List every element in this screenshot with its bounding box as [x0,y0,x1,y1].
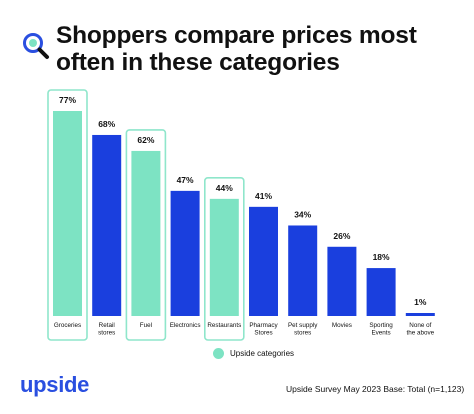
category-label: None of the above [406,322,434,337]
category-label: Retail stores [98,322,115,337]
bar [92,134,122,316]
category-label: Pharmacy Stores [249,322,278,337]
bar [131,150,161,316]
upside-logo: upside [20,372,90,397]
category-label: Groceries [54,322,81,329]
highlight-outline [47,89,88,341]
data-label: 1% [414,297,427,307]
category-label: Sporting Events [369,322,393,337]
highlight-outline [204,177,245,341]
legend-label: Upside categories [230,349,295,358]
data-label: 26% [333,231,350,241]
data-label: 77% [59,95,76,105]
data-label: 62% [137,135,154,145]
bar [327,246,357,316]
data-label: 44% [216,183,233,193]
legend-swatch [213,348,224,359]
bar [405,313,435,316]
search-icon [23,33,49,59]
highlight-outline [125,129,167,341]
data-label: 34% [294,209,311,219]
bar [53,111,82,316]
data-label: 18% [373,252,390,262]
bar [288,225,318,316]
bar [249,206,278,316]
data-label: 68% [98,119,115,129]
category-label: Fuel [140,322,152,329]
data-label: 41% [255,191,272,201]
category-label: Movies [332,322,352,329]
legend: Upside categories [213,348,294,359]
category-label: Restaurants [207,322,241,329]
bar-chart: 77% Groceries 68% Retail stores 62% Fuel 47% Ele… [47,89,435,341]
category-label: Pet supply stores [288,322,318,337]
bar [170,190,200,316]
footnote: Upside Survey May 2023 Base: Total (n=1,… [286,384,465,394]
bar [209,198,239,316]
category-label: Electronics [170,322,201,329]
bar [366,268,396,316]
data-label: 47% [177,175,194,185]
chart-title: Shoppers compare prices most often in th… [56,22,417,76]
